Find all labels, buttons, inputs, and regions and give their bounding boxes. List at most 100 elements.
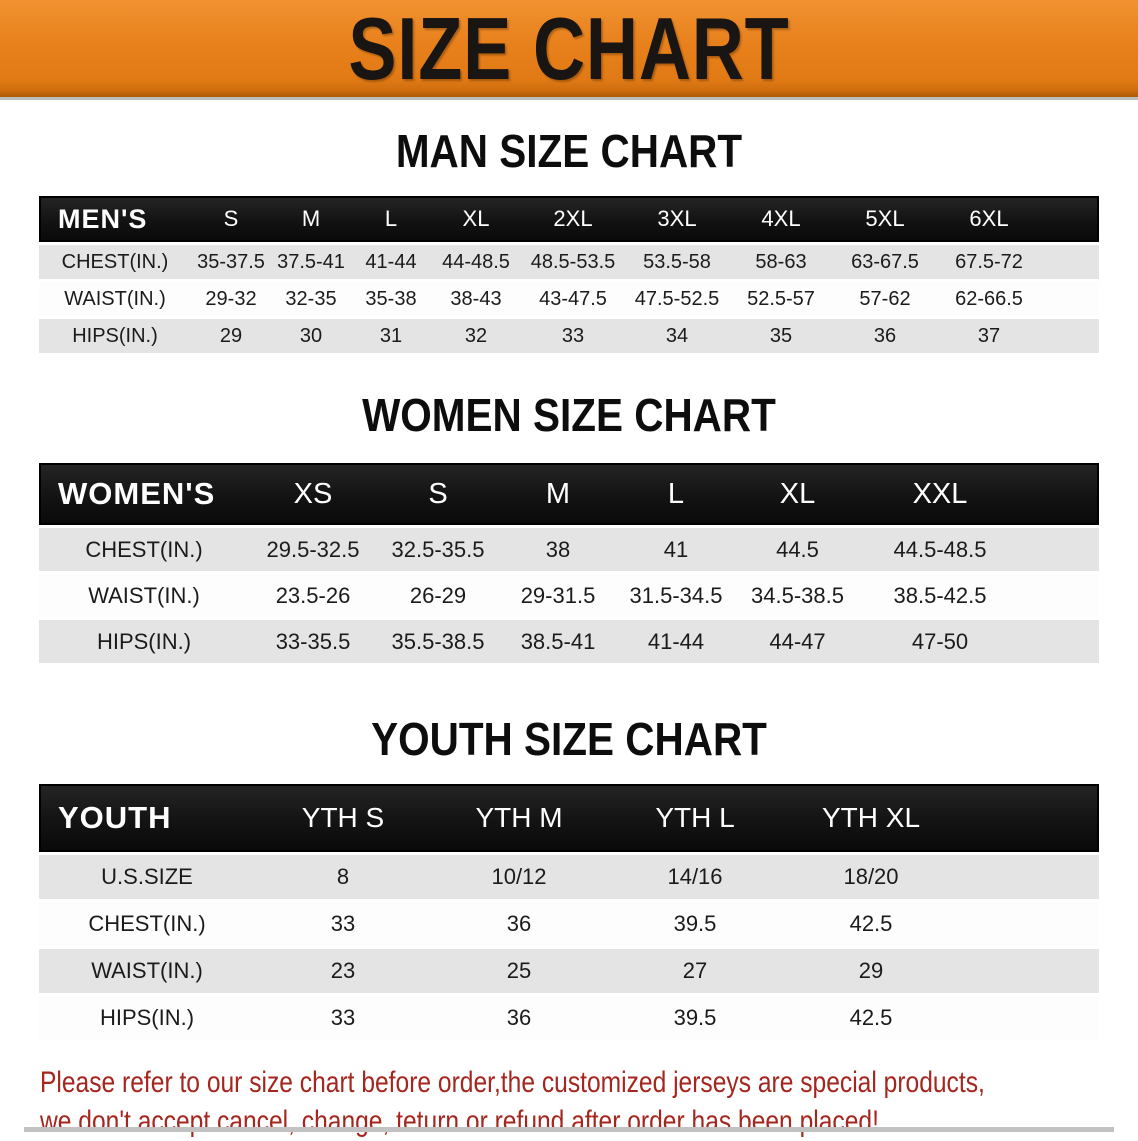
size-value-cell: 32 <box>431 319 521 353</box>
size-value-cell: 10/12 <box>431 855 607 899</box>
filler-cell <box>1041 245 1099 279</box>
size-column-header: M <box>271 196 351 242</box>
size-value-cell: 44.5-48.5 <box>860 528 1020 571</box>
filler-cell <box>1020 620 1099 663</box>
size-value-cell: 41 <box>617 528 735 571</box>
size-value-cell: 62-66.5 <box>937 282 1041 316</box>
size-value-cell: 57-62 <box>833 282 937 316</box>
measurement-row: WAIST(IN.) 29-32 32-35 35-38 38-43 43-47.5 47.… <box>39 282 1099 316</box>
measurement-row: CHEST(IN.) 35-37.5 37.5-41 41-44 44-48.5 48.5… <box>39 245 1099 279</box>
size-value-cell: 38.5-41 <box>499 620 617 663</box>
size-column-header: 6XL <box>937 196 1041 242</box>
size-value-cell: 39.5 <box>607 902 783 946</box>
size-column-header: 2XL <box>521 196 625 242</box>
filler-cell <box>1020 574 1099 617</box>
size-value-cell: 38.5-42.5 <box>860 574 1020 617</box>
row-label: HIPS(IN.) <box>39 620 249 663</box>
size-value-cell: 33 <box>255 996 431 1040</box>
size-value-cell: 31 <box>351 319 431 353</box>
size-value-cell: 44.5 <box>735 528 860 571</box>
size-value-cell: 42.5 <box>783 996 959 1040</box>
row-label: CHEST(IN.) <box>39 902 255 946</box>
table-corner-label: WOMEN'S <box>39 463 249 525</box>
size-value-cell: 29 <box>191 319 271 353</box>
size-value-cell: 29-31.5 <box>499 574 617 617</box>
size-value-cell: 32.5-35.5 <box>377 528 499 571</box>
size-value-cell: 36 <box>833 319 937 353</box>
size-value-cell: 39.5 <box>607 996 783 1040</box>
size-value-cell: 48.5-53.5 <box>521 245 625 279</box>
filler-cell <box>959 996 1099 1040</box>
size-column-header: XL <box>431 196 521 242</box>
row-label: WAIST(IN.) <box>39 574 249 617</box>
size-value-cell: 30 <box>271 319 351 353</box>
size-value-cell: 38-43 <box>431 282 521 316</box>
measurement-row: WAIST(IN.) 23.5-26 26-29 29-31.5 31.5-34.5 34… <box>39 574 1099 617</box>
men-size-table: MEN'S S M L XL 2XL 3XL 4XL 5XL 6XL CHEST(IN.) 35-3… <box>39 193 1099 356</box>
filler-cell <box>1041 319 1099 353</box>
size-column-header: L <box>351 196 431 242</box>
filler-cell <box>959 902 1099 946</box>
measurement-row: WAIST(IN.) 23 25 27 29 <box>39 949 1099 993</box>
women-section-heading: WOMEN SIZE CHART <box>362 389 776 441</box>
size-value-cell: 44-48.5 <box>431 245 521 279</box>
size-value-cell: 18/20 <box>783 855 959 899</box>
measurement-row: CHEST(IN.) 29.5-32.5 32.5-35.5 38 41 44.5 44.5… <box>39 528 1099 571</box>
size-value-cell: 26-29 <box>377 574 499 617</box>
size-value-cell: 36 <box>431 996 607 1040</box>
size-value-cell: 41-44 <box>617 620 735 663</box>
size-column-header: 3XL <box>625 196 729 242</box>
size-column-header: S <box>377 463 499 525</box>
row-label: HIPS(IN.) <box>39 996 255 1040</box>
size-value-cell: 33 <box>521 319 625 353</box>
men-table-header-row: MEN'S S M L XL 2XL 3XL 4XL 5XL 6XL <box>39 196 1099 242</box>
size-value-cell: 42.5 <box>783 902 959 946</box>
size-column-header: XL <box>735 463 860 525</box>
size-value-cell: 32-35 <box>271 282 351 316</box>
disclaimer-line-2: we don't accept cancel, change, teturn o… <box>40 1105 879 1138</box>
measurement-row: CHEST(IN.) 33 36 39.5 42.5 <box>39 902 1099 946</box>
row-label: WAIST(IN.) <box>39 949 255 993</box>
women-table-header-row: WOMEN'S XS S M L XL XXL <box>39 463 1099 525</box>
size-column-header: XS <box>249 463 377 525</box>
size-column-header: 5XL <box>833 196 937 242</box>
size-value-cell: 44-47 <box>735 620 860 663</box>
filler-cell <box>1041 282 1099 316</box>
row-label: HIPS(IN.) <box>39 319 191 353</box>
size-value-cell: 31.5-34.5 <box>617 574 735 617</box>
size-value-cell: 38 <box>499 528 617 571</box>
size-value-cell: 33 <box>255 902 431 946</box>
size-value-cell: 47.5-52.5 <box>625 282 729 316</box>
bottom-border-strip <box>24 1127 1114 1132</box>
size-chart-banner: SIZE CHART <box>0 0 1138 98</box>
size-value-cell: 52.5-57 <box>729 282 833 316</box>
size-value-cell: 8 <box>255 855 431 899</box>
size-column-header: M <box>499 463 617 525</box>
size-column-header: 4XL <box>729 196 833 242</box>
size-value-cell: 35-38 <box>351 282 431 316</box>
size-value-cell: 41-44 <box>351 245 431 279</box>
filler-cell <box>959 784 1099 852</box>
size-column-header: XXL <box>860 463 1020 525</box>
men-section-heading: MAN SIZE CHART <box>395 125 743 177</box>
youth-table-header-row: YOUTH YTH S YTH M YTH L YTH XL <box>39 784 1099 852</box>
size-column-header: L <box>617 463 735 525</box>
size-column-header: S <box>191 196 271 242</box>
size-value-cell: 14/16 <box>607 855 783 899</box>
row-label: WAIST(IN.) <box>39 282 191 316</box>
size-value-cell: 29.5-32.5 <box>249 528 377 571</box>
measurement-row: HIPS(IN.) 29 30 31 32 33 34 35 36 37 <box>39 319 1099 353</box>
size-value-cell: 35-37.5 <box>191 245 271 279</box>
disclaimer: Please refer to our size chart before or… <box>40 1063 1138 1141</box>
youth-size-table: YOUTH YTH S YTH M YTH L YTH XL U.S.SIZE 8 10/1… <box>39 781 1099 1043</box>
size-value-cell: 29-32 <box>191 282 271 316</box>
size-column-header: YTH M <box>431 784 607 852</box>
size-value-cell: 33-35.5 <box>249 620 377 663</box>
size-value-cell: 37 <box>937 319 1041 353</box>
size-value-cell: 25 <box>431 949 607 993</box>
row-label: CHEST(IN.) <box>39 528 249 571</box>
filler-cell <box>1020 528 1099 571</box>
size-value-cell: 53.5-58 <box>625 245 729 279</box>
row-label: CHEST(IN.) <box>39 245 191 279</box>
women-size-table: WOMEN'S XS S M L XL XXL CHEST(IN.) 29.5-32.5 32.… <box>39 460 1099 666</box>
